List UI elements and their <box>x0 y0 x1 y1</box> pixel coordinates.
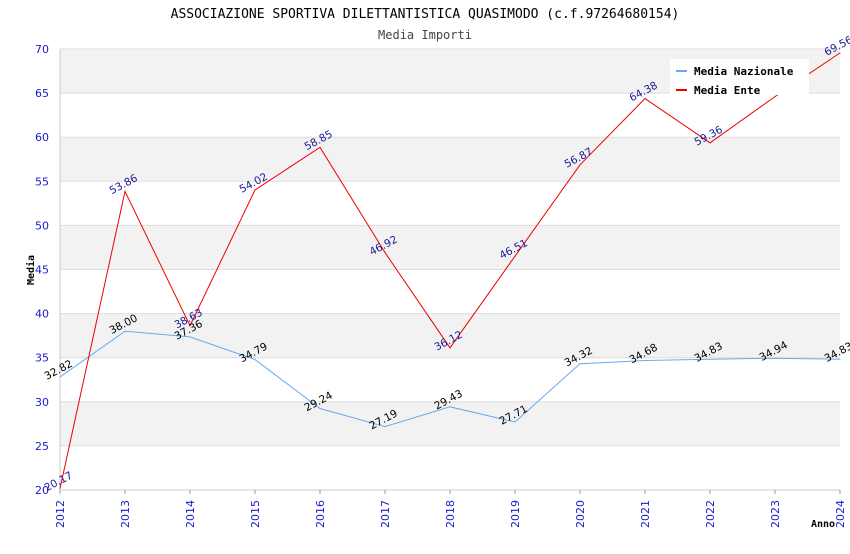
legend: Media Nazionale Media Ente <box>670 59 809 97</box>
data-point <box>384 426 386 428</box>
y-tick-labels: 20 25 30 35 40 45 50 55 60 65 70 <box>35 43 49 497</box>
y-tick-label: 50 <box>35 219 49 232</box>
data-point <box>839 52 841 54</box>
x-tick-label: 2023 <box>769 500 782 528</box>
data-point <box>59 488 61 490</box>
axes <box>59 49 841 494</box>
data-point <box>514 255 516 257</box>
x-tick-label: 2024 <box>834 500 847 528</box>
grid-band <box>60 313 840 358</box>
grid-band <box>60 137 840 182</box>
x-tick-label: 2015 <box>249 500 262 528</box>
x-tick-label: 2020 <box>574 500 587 528</box>
data-point <box>774 96 776 98</box>
legend-label: Media Nazionale <box>694 65 794 78</box>
grid-band <box>60 225 840 270</box>
x-tick-label: 2021 <box>639 500 652 528</box>
data-point <box>709 358 711 360</box>
data-point <box>384 252 386 254</box>
data-point <box>319 146 321 148</box>
x-axis-label: Anno <box>811 519 835 530</box>
y-tick-label: 40 <box>35 308 49 321</box>
y-tick-label: 70 <box>35 43 49 56</box>
data-point <box>124 190 126 192</box>
y-axis-label: Media <box>25 255 37 285</box>
legend-box <box>670 59 809 95</box>
x-tick-label: 2014 <box>184 500 197 528</box>
data-point <box>449 406 451 408</box>
x-tick-label: 2012 <box>54 500 67 528</box>
data-point <box>124 330 126 332</box>
data-point <box>189 325 191 327</box>
data-point <box>644 360 646 362</box>
chart-title: ASSOCIAZIONE SPORTIVA DILETTANTISTICA QU… <box>171 7 680 22</box>
data-point <box>839 358 841 360</box>
x-tick-label: 2022 <box>704 500 717 528</box>
data-point <box>579 164 581 166</box>
data-point <box>189 336 191 338</box>
series-lines <box>59 52 841 490</box>
y-tick-label: 35 <box>35 352 49 365</box>
data-point <box>514 421 516 423</box>
y-tick-label: 45 <box>35 264 49 277</box>
data-point <box>449 347 451 349</box>
y-tick-label: 65 <box>35 87 49 100</box>
data-point <box>254 189 256 191</box>
y-tick-label: 25 <box>35 440 49 453</box>
data-point <box>254 359 256 361</box>
chart-subtitle: Media Importi <box>378 28 472 42</box>
x-tick-label: 2013 <box>119 500 132 528</box>
x-tick-label: 2018 <box>444 500 457 528</box>
x-tick-label: 2017 <box>379 500 392 528</box>
y-tick-label: 55 <box>35 175 49 188</box>
data-point <box>319 408 321 410</box>
x-tick-label: 2019 <box>509 500 522 528</box>
y-tick-label: 30 <box>35 396 49 409</box>
legend-label: Media Ente <box>694 84 761 97</box>
data-point <box>579 363 581 365</box>
grid-bands <box>60 49 840 446</box>
data-point <box>709 142 711 144</box>
data-point <box>59 376 61 378</box>
x-tick-label: 2016 <box>314 500 327 528</box>
y-tick-label: 20 <box>35 484 49 497</box>
data-point <box>774 357 776 359</box>
grid-band <box>60 401 840 446</box>
y-tick-label: 60 <box>35 131 49 144</box>
data-point <box>644 98 646 100</box>
x-tick-labels: 2012 2013 2014 2015 2016 2017 2018 2019 2020 2021… <box>54 500 847 528</box>
grid-lines <box>60 48 840 491</box>
